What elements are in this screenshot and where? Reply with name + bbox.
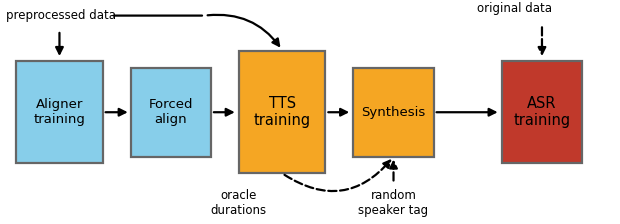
Text: random
speaker tag: random speaker tag [358, 189, 428, 217]
Text: TTS
training: TTS training [254, 96, 311, 128]
FancyBboxPatch shape [239, 51, 326, 173]
FancyBboxPatch shape [502, 61, 582, 163]
Text: preprocessed data: preprocessed data [6, 9, 116, 22]
FancyBboxPatch shape [16, 61, 103, 163]
Text: Aligner
training: Aligner training [33, 98, 86, 126]
FancyBboxPatch shape [131, 68, 211, 157]
Text: Synthesis: Synthesis [361, 106, 426, 119]
FancyBboxPatch shape [353, 68, 434, 157]
FancyArrowPatch shape [285, 161, 390, 191]
Text: oracle
durations: oracle durations [211, 189, 267, 217]
FancyArrowPatch shape [208, 15, 279, 46]
Text: original data: original data [477, 2, 552, 15]
Text: Forced
align: Forced align [149, 98, 193, 126]
Text: ASR
training: ASR training [513, 96, 570, 128]
